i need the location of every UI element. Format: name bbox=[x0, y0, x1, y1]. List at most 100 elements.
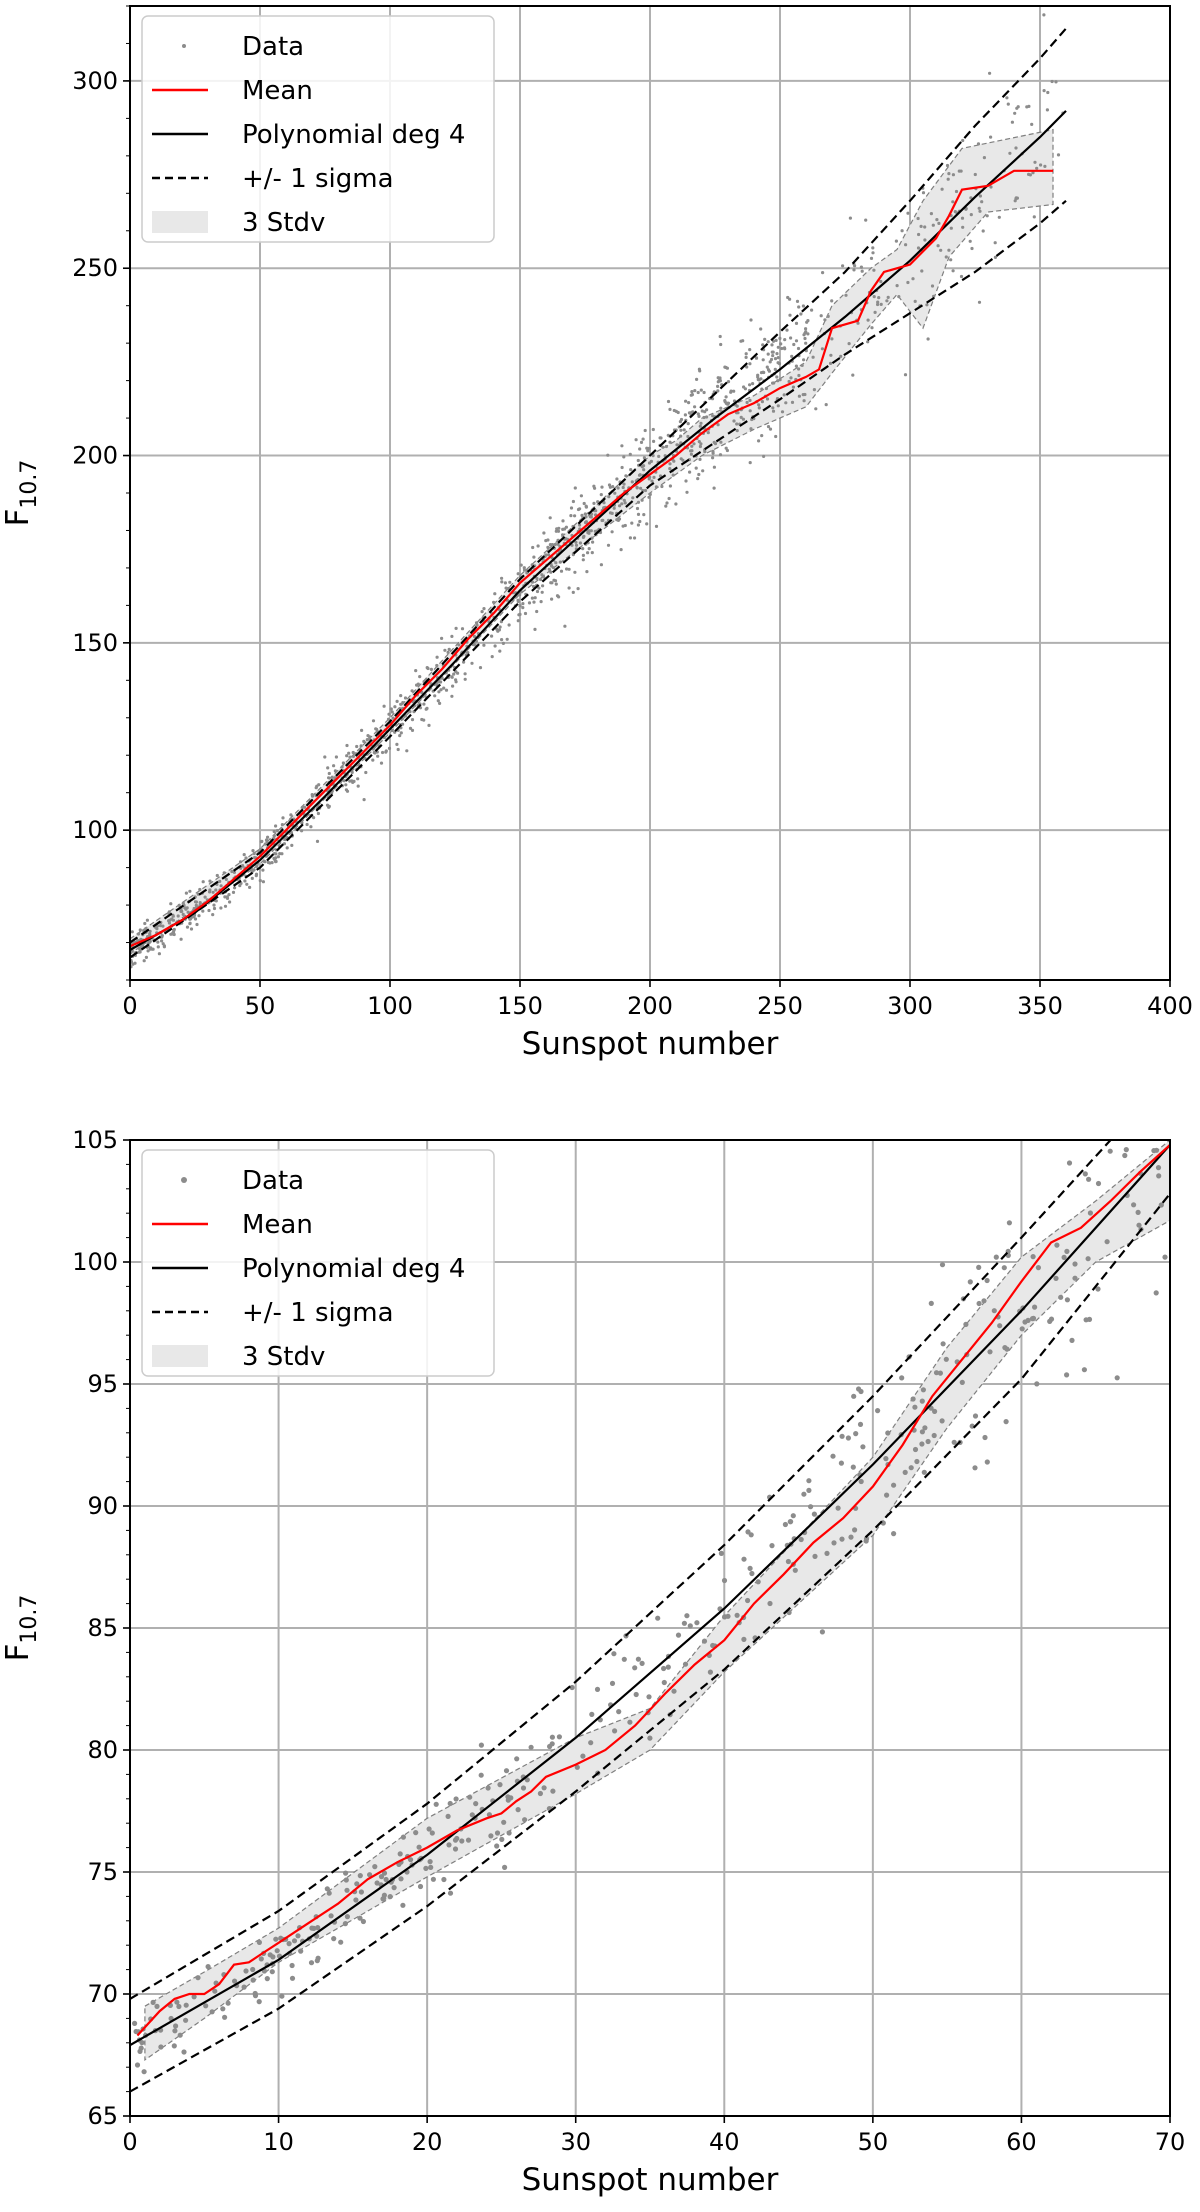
data-point bbox=[959, 274, 964, 279]
data-point bbox=[812, 1553, 818, 1559]
data-point bbox=[581, 547, 585, 551]
data-point bbox=[635, 506, 640, 511]
legend-item: Data bbox=[181, 1166, 304, 1196]
data-point bbox=[689, 452, 694, 456]
data-point bbox=[646, 1694, 652, 1700]
data-point bbox=[607, 495, 611, 499]
data-point bbox=[312, 816, 316, 820]
data-point bbox=[1006, 102, 1010, 106]
data-point bbox=[195, 1975, 201, 1981]
data-point bbox=[410, 689, 414, 693]
data-point bbox=[502, 1864, 508, 1870]
data-point bbox=[642, 468, 646, 472]
data-point bbox=[774, 338, 778, 342]
data-point bbox=[573, 514, 577, 518]
data-point bbox=[518, 604, 522, 608]
data-point bbox=[1072, 1275, 1078, 1281]
data-point bbox=[798, 1536, 804, 1543]
data-point bbox=[872, 295, 876, 299]
data-point bbox=[650, 479, 654, 483]
data-point bbox=[1100, 1108, 1105, 1113]
data-point bbox=[587, 547, 591, 551]
data-point bbox=[1085, 1256, 1091, 1262]
data-point bbox=[447, 1800, 453, 1807]
data-point bbox=[400, 1834, 406, 1840]
data-point bbox=[745, 365, 749, 369]
data-points bbox=[132, 1108, 1168, 2075]
data-point bbox=[219, 906, 223, 910]
data-point bbox=[630, 480, 634, 484]
x-tick-label: 0 bbox=[122, 2128, 137, 2156]
data-point bbox=[686, 422, 690, 426]
data-point bbox=[699, 442, 703, 446]
data-point bbox=[494, 1830, 501, 1836]
data-point bbox=[356, 777, 360, 781]
legend-label: +/- 1 sigma bbox=[242, 1298, 394, 1328]
data-point bbox=[786, 295, 790, 300]
data-point bbox=[348, 755, 352, 759]
x-tick-label: 30 bbox=[560, 2128, 591, 2156]
data-point bbox=[212, 903, 216, 907]
data-point bbox=[811, 355, 815, 359]
data-point bbox=[682, 428, 686, 432]
data-point bbox=[167, 921, 171, 925]
data-point bbox=[524, 1777, 530, 1783]
data-point bbox=[376, 754, 380, 758]
data-point bbox=[937, 1370, 944, 1376]
data-point bbox=[621, 1656, 627, 1662]
data-point bbox=[639, 486, 643, 490]
data-point bbox=[276, 855, 280, 859]
data-point bbox=[951, 200, 955, 204]
data-point bbox=[130, 930, 134, 934]
data-point bbox=[951, 1439, 957, 1445]
data-point bbox=[802, 399, 806, 403]
data-point bbox=[886, 295, 890, 299]
y-tick-label: 90 bbox=[87, 1492, 118, 1520]
data-point bbox=[785, 1558, 792, 1565]
mean-line bbox=[130, 169, 1053, 948]
data-point bbox=[794, 364, 799, 368]
data-point bbox=[539, 577, 543, 582]
data-point bbox=[932, 294, 936, 298]
data-point bbox=[747, 1565, 753, 1571]
data-point bbox=[156, 945, 160, 949]
data-point bbox=[760, 400, 765, 404]
data-point bbox=[327, 771, 331, 776]
data-point bbox=[365, 738, 369, 742]
legend-label: Polynomial deg 4 bbox=[242, 120, 465, 150]
data-point bbox=[615, 477, 619, 481]
data-point bbox=[804, 341, 808, 345]
plot-area bbox=[130, 13, 1067, 969]
data-point bbox=[631, 496, 635, 500]
legend-label: Mean bbox=[242, 76, 313, 106]
data-point bbox=[592, 484, 596, 488]
data-point bbox=[233, 886, 237, 890]
data-point bbox=[618, 504, 622, 508]
data-point bbox=[774, 434, 778, 439]
data-point bbox=[1045, 108, 1049, 112]
data-point bbox=[541, 584, 545, 588]
data-point bbox=[640, 465, 644, 469]
data-point bbox=[462, 660, 466, 664]
data-point bbox=[300, 821, 304, 825]
data-point bbox=[671, 1688, 677, 1694]
legend-item: 3 Stdv bbox=[152, 208, 325, 238]
x-axis-label: Sunspot number bbox=[522, 1026, 779, 1062]
data-point bbox=[243, 1968, 249, 1974]
data-point bbox=[305, 822, 309, 827]
data-point bbox=[316, 811, 320, 816]
data-point bbox=[463, 677, 467, 681]
data-point bbox=[748, 398, 752, 402]
data-point bbox=[1082, 1171, 1088, 1177]
data-point bbox=[851, 1393, 857, 1399]
data-point bbox=[177, 2032, 183, 2038]
data-point bbox=[697, 367, 702, 371]
data-point bbox=[232, 870, 236, 875]
data-point bbox=[991, 1308, 997, 1314]
data-point bbox=[853, 264, 857, 268]
data-point bbox=[467, 1794, 473, 1800]
data-point bbox=[699, 388, 703, 392]
data-point bbox=[989, 135, 993, 139]
data-point bbox=[537, 1790, 544, 1797]
data-point bbox=[926, 337, 930, 341]
